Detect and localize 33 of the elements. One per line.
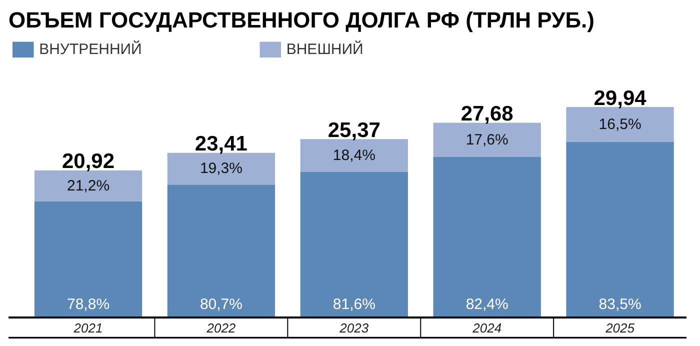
annotation: 25,37 bbox=[328, 119, 380, 142]
bar bbox=[167, 152, 276, 185]
bar bbox=[433, 122, 541, 158]
bar bbox=[566, 106, 674, 142]
bar bbox=[566, 142, 674, 318]
annotation: 21,2% bbox=[67, 177, 110, 194]
annotation: 27,68 bbox=[460, 102, 514, 126]
bar bbox=[167, 184, 276, 318]
x-tick-label: 2022 bbox=[206, 320, 236, 336]
annotation: 81,6% bbox=[332, 296, 376, 314]
annotation: 17,6% bbox=[466, 131, 508, 148]
annotation: 19,3% bbox=[200, 160, 242, 178]
annotation: 20,92 bbox=[62, 150, 115, 174]
x-tick-label: 2021 bbox=[72, 320, 103, 336]
bar bbox=[300, 172, 408, 318]
x-tick-label: 2025 bbox=[604, 320, 636, 336]
annotation: 78,8% bbox=[67, 296, 110, 314]
annotation: 80,7% bbox=[200, 296, 242, 314]
annotation: 82,4% bbox=[466, 296, 508, 314]
annotation: 16,5% bbox=[598, 116, 642, 133]
bar bbox=[34, 170, 142, 202]
bar bbox=[34, 201, 142, 318]
bar bbox=[433, 157, 541, 318]
x-tick-label: 2024 bbox=[472, 320, 502, 336]
annotation: 29,94 bbox=[594, 86, 647, 110]
legend-label: ВНУТРЕННИЙ bbox=[39, 40, 142, 58]
annotation: 23,41 bbox=[194, 132, 248, 156]
chart-title: ОБЪЕМ ГОСУДАРСТВЕННОГО ДОЛГА РФ (ТРЛН РУБ.) bbox=[8, 8, 594, 32]
x-tick-label: 2023 bbox=[338, 320, 370, 336]
bar bbox=[300, 139, 408, 172]
legend-label: ВНЕШНИЙ bbox=[286, 40, 364, 58]
annotation: 83,5% bbox=[598, 296, 642, 314]
annotation: 18,4% bbox=[332, 147, 376, 164]
